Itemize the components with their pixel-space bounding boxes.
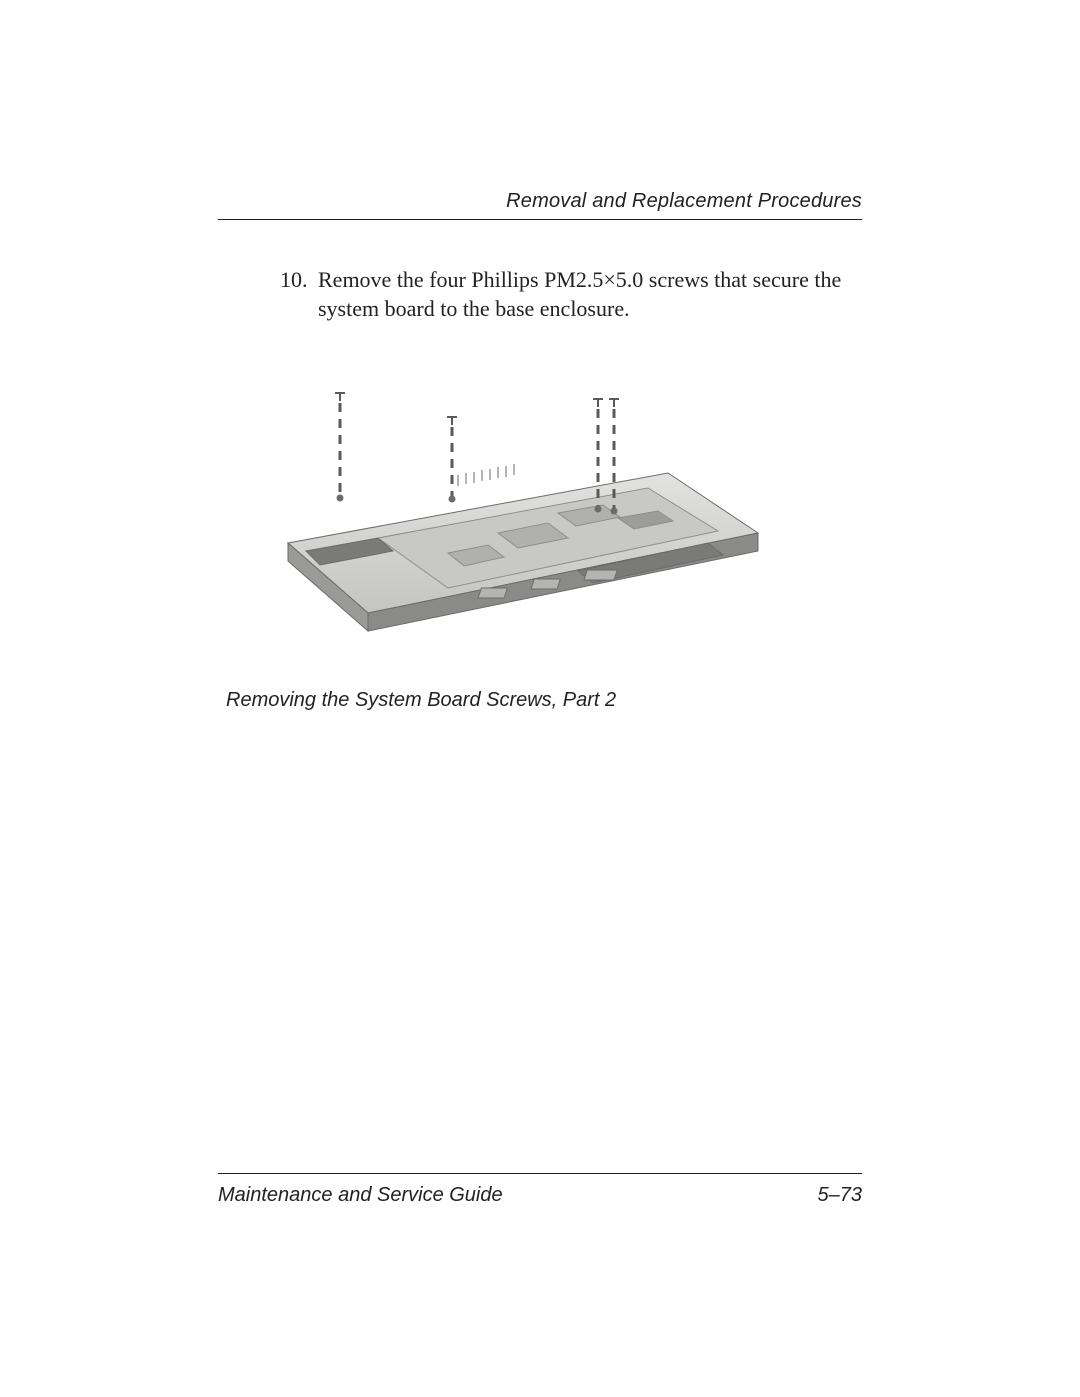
instruction-step: 10. Remove the four Phillips PM2.5×5.0 s… — [280, 266, 862, 323]
footer-rule — [218, 1173, 862, 1174]
header-rule — [218, 219, 862, 220]
figure-system-board — [248, 383, 788, 653]
step-text: Remove the four Phillips PM2.5×5.0 screw… — [318, 266, 862, 323]
footer-doc-title: Maintenance and Service Guide — [218, 1184, 503, 1207]
figure-caption: Removing the System Board Screws, Part 2 — [226, 689, 862, 712]
page-content: Removal and Replacement Procedures 10. R… — [218, 190, 862, 1217]
header: Removal and Replacement Procedures — [218, 190, 862, 220]
step-number: 10. — [280, 266, 318, 323]
system-board-illustration — [248, 383, 788, 653]
footer: Maintenance and Service Guide 5–73 — [218, 1173, 862, 1207]
footer-page-number: 5–73 — [818, 1184, 863, 1207]
header-section-title: Removal and Replacement Procedures — [218, 190, 862, 213]
